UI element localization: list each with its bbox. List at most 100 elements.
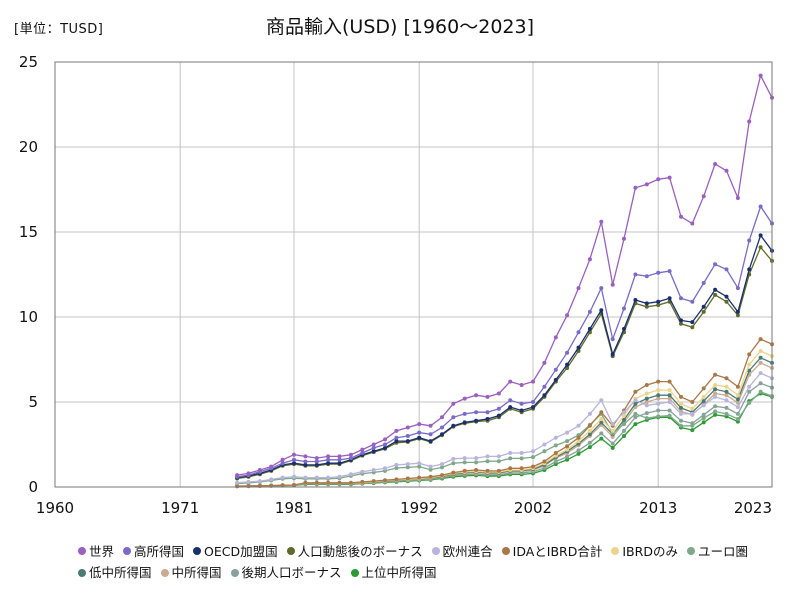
data-point <box>713 412 718 417</box>
data-point <box>701 403 706 408</box>
legend-marker-icon <box>686 547 695 555</box>
data-point <box>667 413 672 418</box>
data-point <box>280 457 285 462</box>
data-point <box>246 471 251 476</box>
data-point <box>644 383 649 387</box>
data-point <box>280 461 285 466</box>
data-point <box>713 292 718 297</box>
data-point <box>474 418 479 423</box>
legend-label: 欧州連合 <box>442 543 493 559</box>
data-point <box>758 349 763 353</box>
legend-label: 後期人口ボーナス <box>241 565 342 580</box>
data-point <box>622 306 626 311</box>
series-6 <box>235 337 774 489</box>
data-point <box>644 416 649 421</box>
unit-label: [単位：TUSD] <box>14 22 104 37</box>
data-point <box>496 454 501 459</box>
data-point <box>565 444 570 449</box>
data-point <box>337 457 342 462</box>
data-point <box>485 394 490 399</box>
data-point <box>485 468 490 473</box>
data-point <box>690 221 695 226</box>
data-point <box>633 389 638 394</box>
data-point <box>303 475 308 480</box>
data-point <box>747 267 752 272</box>
legend-label: IDAとIBRD合計 <box>512 543 603 559</box>
data-point <box>428 464 433 469</box>
data-point <box>713 409 718 414</box>
data-point <box>622 413 626 418</box>
data-point <box>257 468 262 472</box>
data-point <box>633 298 638 302</box>
data-point <box>428 439 433 444</box>
data-point <box>576 286 581 291</box>
data-point <box>656 393 661 398</box>
data-point <box>462 396 467 401</box>
data-point <box>690 299 695 304</box>
data-point <box>747 362 752 367</box>
data-point <box>496 413 501 418</box>
data-point <box>257 479 262 484</box>
data-point <box>724 384 729 389</box>
y-tick-label: 0 <box>28 478 38 496</box>
data-point <box>735 286 740 291</box>
data-point <box>701 304 706 309</box>
data-point <box>701 394 706 399</box>
data-point <box>553 367 558 372</box>
data-point <box>417 461 422 466</box>
data-point <box>531 455 535 460</box>
data-point <box>679 401 683 406</box>
data-point <box>735 417 740 421</box>
data-point <box>417 430 422 435</box>
data-point <box>348 480 353 485</box>
data-point <box>610 445 615 450</box>
data-point <box>451 470 456 475</box>
data-point <box>326 461 331 466</box>
data-point <box>587 440 592 445</box>
data-point <box>531 405 535 410</box>
data-point <box>474 393 479 398</box>
data-point <box>758 360 763 365</box>
data-point <box>519 401 524 406</box>
x-tick-label: 1960 <box>36 499 74 517</box>
data-point <box>587 411 592 416</box>
data-point <box>383 437 387 442</box>
series-3 <box>235 233 774 480</box>
data-point <box>656 414 661 419</box>
data-point <box>713 387 718 392</box>
data-point <box>314 475 319 480</box>
data-point <box>587 326 592 331</box>
data-point <box>360 469 365 474</box>
data-point <box>269 464 274 469</box>
data-point <box>713 287 718 292</box>
chart-title: 商品輸入(USD) [1960〜2023] <box>266 16 534 38</box>
data-point <box>383 466 387 471</box>
data-point <box>656 177 661 182</box>
legend-marker-icon <box>350 568 359 577</box>
data-point <box>690 423 695 428</box>
data-point <box>713 391 718 396</box>
data-point <box>610 352 615 357</box>
data-point <box>633 411 638 416</box>
data-point <box>599 431 604 436</box>
legend-label: 高所得国 <box>134 543 185 559</box>
data-point <box>599 219 604 224</box>
data-point <box>405 476 410 481</box>
data-point <box>667 175 672 180</box>
x-tick-label: 2023 <box>734 499 772 517</box>
legend-label: 中所得国 <box>171 565 222 580</box>
data-point <box>542 449 547 454</box>
data-point <box>280 483 285 488</box>
legend-marker-icon <box>160 568 169 577</box>
data-point <box>485 454 490 459</box>
data-point <box>508 379 513 384</box>
data-point <box>303 480 308 485</box>
legend-item: 人口動態後のボーナス <box>286 541 423 562</box>
data-point <box>553 435 558 440</box>
legend-item: 世界 <box>78 541 114 562</box>
data-point <box>747 389 752 394</box>
data-point <box>622 410 626 415</box>
data-point <box>644 182 649 187</box>
data-point <box>462 411 467 416</box>
data-point <box>531 379 535 384</box>
